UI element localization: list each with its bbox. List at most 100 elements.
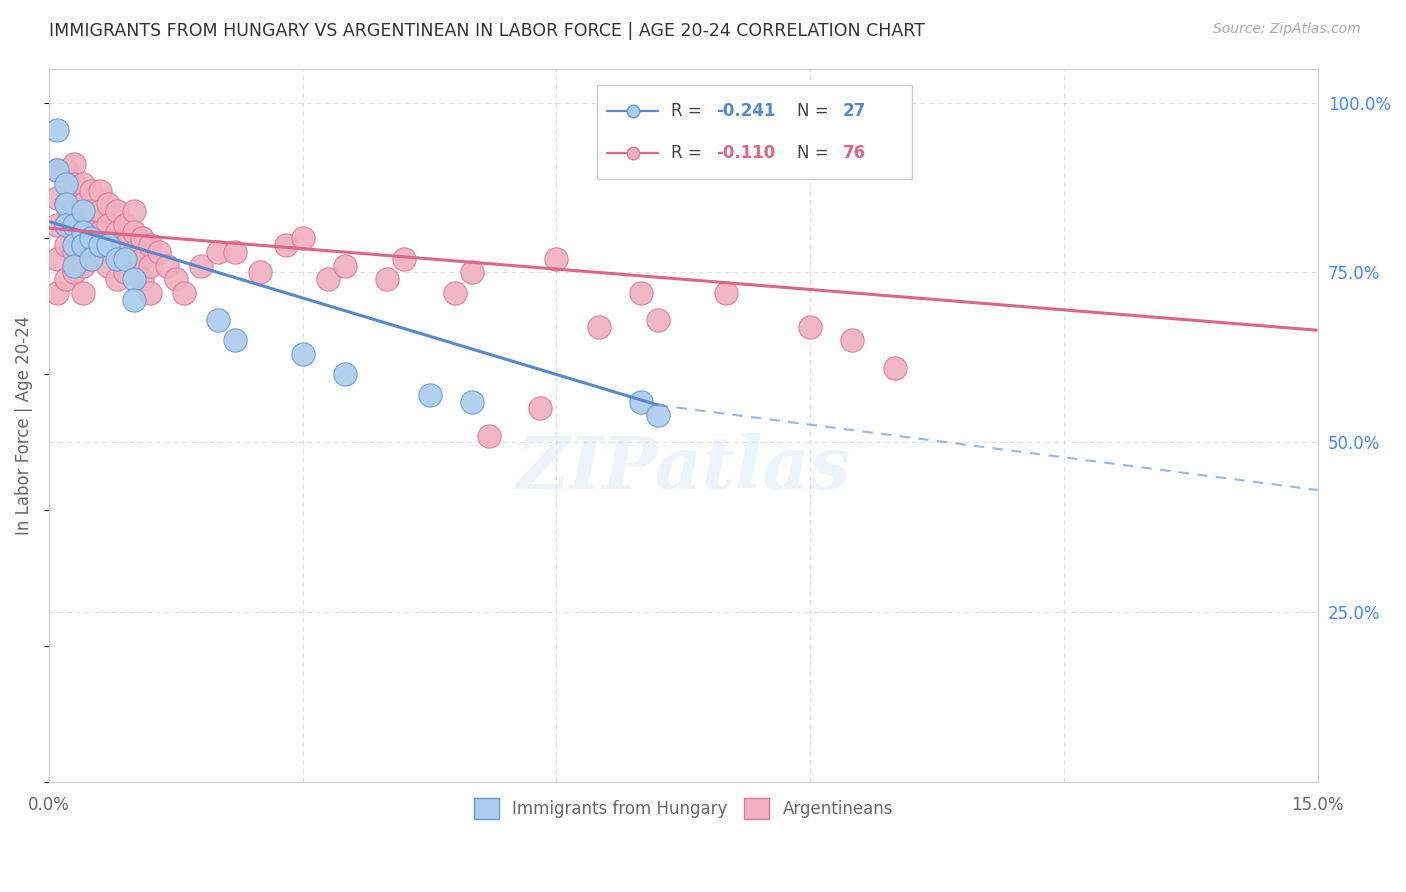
Point bbox=[55, 197, 77, 211]
Point bbox=[46, 252, 69, 266]
Point bbox=[375, 272, 398, 286]
Point bbox=[55, 218, 77, 232]
Point bbox=[333, 259, 356, 273]
Point bbox=[131, 231, 153, 245]
Point bbox=[529, 401, 551, 416]
Point bbox=[224, 245, 246, 260]
Point bbox=[55, 218, 77, 232]
Point bbox=[419, 388, 441, 402]
Point bbox=[97, 218, 120, 232]
Point bbox=[63, 245, 86, 260]
Point bbox=[114, 265, 136, 279]
Point bbox=[63, 157, 86, 171]
Point bbox=[46, 122, 69, 136]
Point bbox=[55, 197, 77, 211]
Point bbox=[105, 272, 128, 286]
Point bbox=[139, 285, 162, 300]
Point bbox=[55, 177, 77, 191]
Point bbox=[546, 252, 568, 266]
Point bbox=[46, 163, 69, 178]
Point bbox=[841, 334, 863, 348]
Point bbox=[63, 177, 86, 191]
Point bbox=[122, 204, 145, 219]
Point bbox=[72, 204, 94, 219]
Point bbox=[207, 313, 229, 327]
Point bbox=[46, 163, 69, 178]
Point bbox=[72, 218, 94, 232]
Point bbox=[89, 204, 111, 219]
Point bbox=[80, 225, 103, 239]
Point bbox=[122, 225, 145, 239]
Point bbox=[647, 313, 669, 327]
Text: N =: N = bbox=[797, 103, 834, 120]
Text: R =: R = bbox=[671, 103, 707, 120]
Point bbox=[89, 238, 111, 252]
Point bbox=[114, 252, 136, 266]
Point bbox=[72, 238, 94, 252]
Point bbox=[122, 272, 145, 286]
Point bbox=[63, 225, 86, 239]
Point bbox=[883, 360, 905, 375]
Point bbox=[148, 245, 170, 260]
Legend: Immigrants from Hungary, Argentineans: Immigrants from Hungary, Argentineans bbox=[467, 792, 900, 825]
Text: ZIPatlas: ZIPatlas bbox=[516, 433, 851, 504]
Point bbox=[72, 197, 94, 211]
Point bbox=[46, 191, 69, 205]
Text: 27: 27 bbox=[844, 103, 866, 120]
Point bbox=[63, 238, 86, 252]
Point bbox=[207, 245, 229, 260]
Point bbox=[630, 394, 652, 409]
Point bbox=[131, 252, 153, 266]
Point bbox=[97, 238, 120, 252]
Point bbox=[72, 285, 94, 300]
Point bbox=[588, 319, 610, 334]
Point bbox=[89, 245, 111, 260]
Point bbox=[80, 252, 103, 266]
Text: N =: N = bbox=[797, 144, 834, 161]
Point bbox=[461, 265, 484, 279]
Point bbox=[97, 238, 120, 252]
Point bbox=[114, 218, 136, 232]
Point bbox=[63, 204, 86, 219]
Point bbox=[173, 285, 195, 300]
Point bbox=[55, 163, 77, 178]
Point bbox=[46, 285, 69, 300]
Text: R =: R = bbox=[671, 144, 707, 161]
Text: Source: ZipAtlas.com: Source: ZipAtlas.com bbox=[1213, 22, 1361, 37]
Point bbox=[444, 285, 467, 300]
Point bbox=[55, 272, 77, 286]
Point bbox=[46, 218, 69, 232]
Point bbox=[122, 293, 145, 307]
Point bbox=[80, 252, 103, 266]
Point bbox=[291, 231, 314, 245]
Point bbox=[274, 238, 297, 252]
Point bbox=[165, 272, 187, 286]
Point bbox=[80, 204, 103, 219]
Point bbox=[392, 252, 415, 266]
Point bbox=[55, 238, 77, 252]
Point bbox=[72, 177, 94, 191]
Point bbox=[139, 259, 162, 273]
Point bbox=[105, 252, 128, 266]
Text: 76: 76 bbox=[844, 144, 866, 161]
Point bbox=[63, 259, 86, 273]
Y-axis label: In Labor Force | Age 20-24: In Labor Force | Age 20-24 bbox=[15, 316, 32, 535]
Point bbox=[72, 238, 94, 252]
Point bbox=[89, 184, 111, 198]
Point bbox=[291, 347, 314, 361]
Point bbox=[97, 259, 120, 273]
Text: -0.110: -0.110 bbox=[716, 144, 776, 161]
Point bbox=[249, 265, 271, 279]
Text: -0.241: -0.241 bbox=[716, 103, 776, 120]
Point bbox=[224, 334, 246, 348]
Point bbox=[89, 225, 111, 239]
Point bbox=[139, 238, 162, 252]
Point bbox=[63, 265, 86, 279]
Point bbox=[63, 218, 86, 232]
Point bbox=[80, 231, 103, 245]
Point bbox=[72, 225, 94, 239]
Point bbox=[461, 394, 484, 409]
Point bbox=[647, 409, 669, 423]
Point bbox=[478, 428, 501, 442]
Text: IMMIGRANTS FROM HUNGARY VS ARGENTINEAN IN LABOR FORCE | AGE 20-24 CORRELATION CH: IMMIGRANTS FROM HUNGARY VS ARGENTINEAN I… bbox=[49, 22, 925, 40]
